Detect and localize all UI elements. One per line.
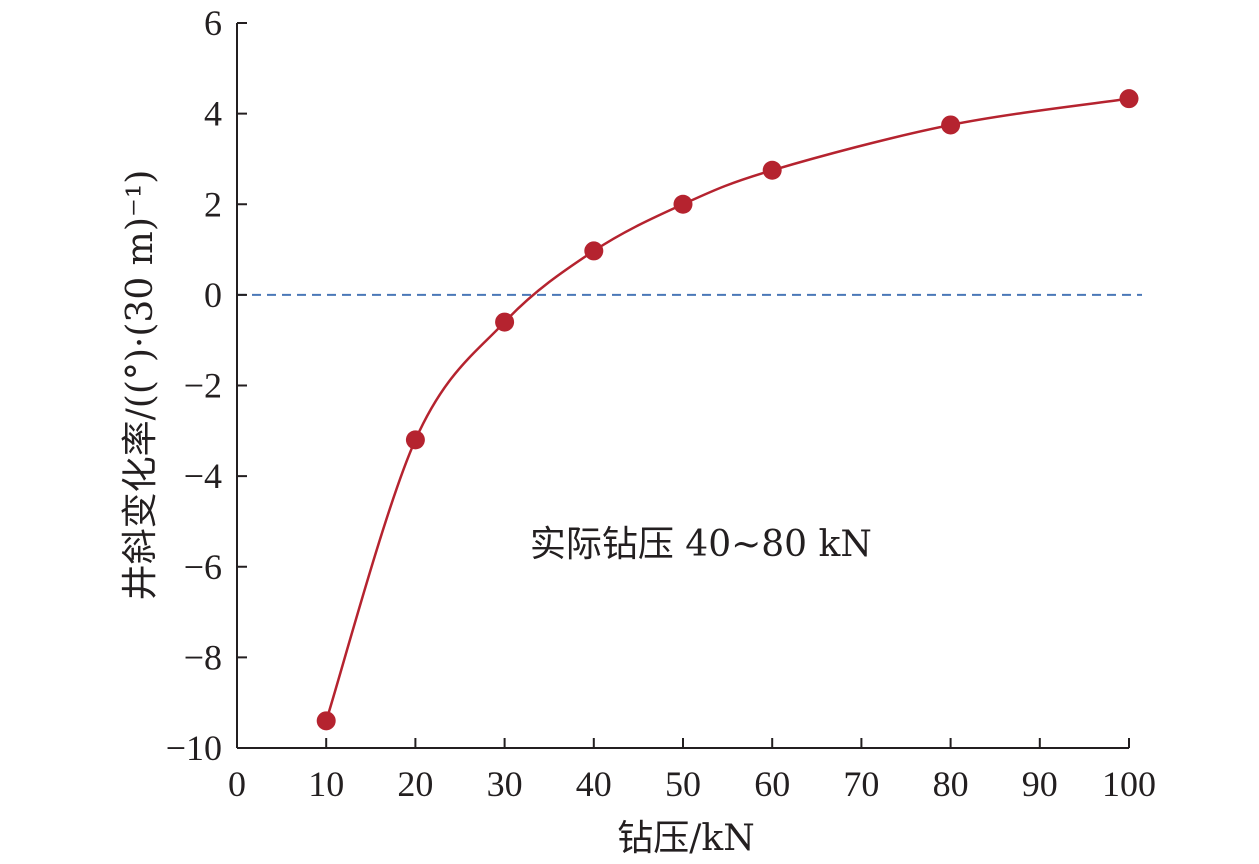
series-line [325, 97, 1130, 722]
x-tick-label: 80 [933, 764, 969, 804]
labels-layer: 0 10 20 30 40 50 60 70 80 90 100 −10 −8 −6 −4 −2 0 2 4 6 [166, 3, 1156, 804]
x-tick-label: 100 [1102, 764, 1156, 804]
y-tick-label: −10 [166, 728, 222, 768]
x-tick-label: 60 [754, 764, 790, 804]
annotation-text: 实际钻压 40~80 kN [530, 524, 872, 565]
x-tick-label: 70 [843, 764, 879, 804]
y-axis-title: 井斜变化率/((°)·(30 m)⁻¹) [120, 170, 161, 601]
axes-layer [236, 22, 1130, 749]
x-axis-title: 钻压/kN [617, 818, 754, 859]
data-point [941, 115, 961, 135]
data-point [495, 312, 515, 332]
y-tick-label: 0 [204, 275, 222, 315]
x-tick-label: 0 [228, 764, 246, 804]
y-tick-label: −4 [184, 456, 222, 496]
x-tick-label: 30 [487, 764, 523, 804]
data-point [316, 711, 336, 731]
y-tick-label: 4 [204, 94, 222, 134]
data-point [673, 194, 693, 214]
x-tick-label: 10 [308, 764, 344, 804]
y-tick-label: −2 [184, 366, 222, 406]
data-point [584, 241, 604, 261]
x-tick-label: 40 [576, 764, 612, 804]
y-tick-label: −6 [184, 547, 222, 587]
data-point [762, 160, 782, 180]
y-tick-label: 6 [204, 3, 222, 43]
x-tick-label: 90 [1022, 764, 1058, 804]
x-tick-label: 50 [665, 764, 701, 804]
data-point [1119, 89, 1139, 109]
series-layer [316, 89, 1139, 731]
data-point [405, 430, 425, 450]
x-tick-label: 20 [397, 764, 433, 804]
y-tick-label: −8 [184, 637, 222, 677]
y-tick-label: 2 [204, 184, 222, 224]
